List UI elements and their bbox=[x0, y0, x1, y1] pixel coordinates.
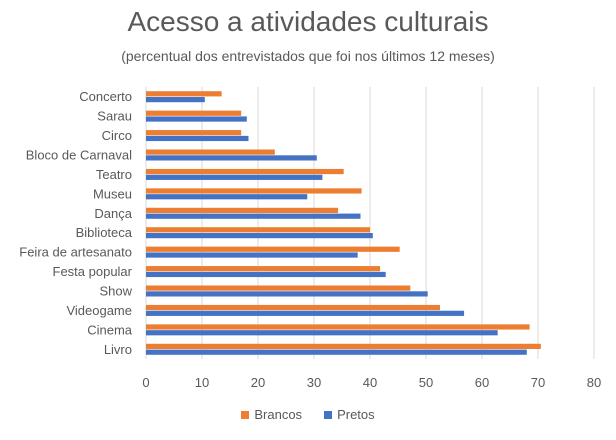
bar-brancos-feira-de-artesanato bbox=[146, 246, 400, 252]
category-label-bloco-de-carnaval: Bloco de Carnaval bbox=[26, 148, 132, 163]
category-label-danca: Dança bbox=[94, 206, 132, 221]
bar-brancos-concerto bbox=[146, 91, 222, 97]
x-tick-label: 30 bbox=[307, 375, 321, 390]
bar-brancos-teatro bbox=[146, 168, 344, 175]
legend-entry-brancos: Brancos bbox=[241, 407, 302, 422]
bar-brancos-cinema bbox=[146, 324, 530, 330]
bar-pretos-circo bbox=[146, 135, 249, 142]
bar-pretos-bloco-de-carnaval bbox=[146, 155, 317, 161]
category-label-show: Show bbox=[99, 284, 132, 299]
bar-brancos-biblioteca bbox=[146, 227, 370, 233]
category-label-circo: Circo bbox=[102, 128, 132, 143]
category-label-teatro: Teatro bbox=[96, 167, 132, 182]
bar-pretos-danca bbox=[146, 213, 361, 219]
category-label-videogame: Videogame bbox=[66, 303, 132, 318]
category-label-cinema: Cinema bbox=[87, 322, 133, 337]
bar-brancos-videogame bbox=[146, 304, 440, 311]
bar-brancos-circo bbox=[146, 130, 242, 136]
x-tick-label: 60 bbox=[475, 375, 489, 390]
x-tick-label: 40 bbox=[363, 375, 377, 390]
category-label-sarau: Sarau bbox=[97, 109, 132, 124]
bar-pretos-museu bbox=[146, 194, 308, 200]
legend-label-pretos: Pretos bbox=[337, 407, 375, 422]
bar-brancos-danca bbox=[146, 207, 339, 213]
bar-pretos-feira-de-artesanato bbox=[146, 252, 358, 258]
bar-brancos-livro bbox=[146, 343, 541, 349]
bar-brancos-festa-popular bbox=[146, 266, 381, 272]
category-label-concerto: Concerto bbox=[79, 89, 132, 104]
bar-brancos-museu bbox=[146, 188, 362, 194]
category-label-livro: Livro bbox=[104, 342, 132, 357]
chart-title: Acesso a atividades culturais bbox=[127, 6, 489, 37]
bar-pretos-show bbox=[146, 291, 428, 297]
category-label-museu: Museu bbox=[93, 186, 132, 201]
legend-swatch-pretos bbox=[324, 410, 333, 419]
bar-pretos-livro bbox=[146, 349, 527, 355]
bar-pretos-teatro bbox=[146, 174, 323, 180]
x-tick-label: 20 bbox=[251, 375, 265, 390]
legend-entry-pretos: Pretos bbox=[324, 407, 375, 422]
legend-label-brancos: Brancos bbox=[254, 407, 303, 422]
x-tick-label: 10 bbox=[195, 375, 209, 390]
bar-pretos-cinema bbox=[146, 330, 498, 336]
bar-brancos-bloco-de-carnaval bbox=[146, 149, 275, 155]
category-label-feira-de-artesanato: Feira de artesanato bbox=[19, 245, 132, 260]
bar-pretos-sarau bbox=[146, 116, 247, 122]
category-label-biblioteca: Biblioteca bbox=[76, 225, 133, 240]
x-tick-label: 70 bbox=[531, 375, 545, 390]
bar-pretos-festa-popular bbox=[146, 271, 386, 278]
chart-subtitle: (percentual dos entrevistados que foi no… bbox=[121, 48, 495, 64]
x-tick-label: 50 bbox=[419, 375, 433, 390]
bar-brancos-sarau bbox=[146, 110, 242, 116]
category-label-festa-popular: Festa popular bbox=[53, 264, 133, 279]
bar-pretos-concerto bbox=[146, 97, 205, 103]
bar-pretos-biblioteca bbox=[146, 233, 373, 239]
bar-pretos-videogame bbox=[146, 310, 465, 316]
legend-swatch-brancos bbox=[241, 410, 250, 419]
x-tick-label: 80 bbox=[587, 375, 601, 390]
x-tick-label: 0 bbox=[142, 375, 149, 390]
bar-brancos-show bbox=[146, 285, 411, 291]
legend: Brancos Pretos bbox=[0, 407, 616, 422]
